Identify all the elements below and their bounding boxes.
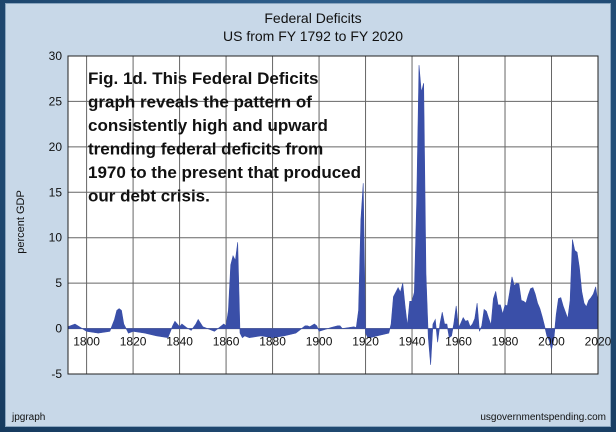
y-tick-label: 0: [55, 322, 62, 336]
x-tick-label: 1860: [213, 335, 240, 349]
y-tick-label: 25: [49, 94, 63, 108]
deficit-chart: Federal Deficits US from FY 1792 to FY 2…: [11, 10, 612, 423]
x-tick-label: 1940: [399, 335, 426, 349]
x-tick-label: 1820: [120, 335, 147, 349]
x-tick-label: 1880: [259, 335, 286, 349]
x-tick-label: 1900: [306, 335, 333, 349]
annotation-line: consistently high and upward: [88, 116, 328, 135]
annotation-line: Fig. 1d. This Federal Deficits: [88, 69, 319, 88]
y-tick-label: 5: [55, 276, 62, 290]
y-tick-label: 30: [49, 49, 63, 63]
y-tick-label: 15: [49, 185, 63, 199]
annotation-line: our debt crisis.: [88, 187, 210, 206]
x-tick-label: 1840: [166, 335, 193, 349]
axes: -5 0 5 10 15 20 25 30 1800 1820 1840 1860 1880 1900 19…: [49, 49, 612, 381]
data-area-layer: [67, 65, 599, 365]
y-axis-label: percent GDP: [15, 190, 27, 254]
x-tick-label: 1800: [73, 335, 100, 349]
y-tick-label: 10: [49, 231, 63, 245]
annotation-line: trending federal deficits from: [88, 140, 323, 159]
plot-border: [67, 55, 599, 375]
y-tick-label: -5: [51, 367, 62, 381]
chart-subtitle: US from FY 1792 to FY 2020: [223, 28, 403, 44]
deficit-area: [67, 65, 599, 365]
x-tick-label: 1920: [352, 335, 379, 349]
y-tick-label: 20: [49, 140, 63, 154]
annotation-line: 1970 to the present that produced: [88, 163, 361, 182]
annotation-text: Fig. 1d. This Federal Deficits graph reve…: [88, 69, 361, 206]
chart-title: Federal Deficits: [264, 10, 361, 26]
chart-frame: Federal Deficits US from FY 1792 to FY 2…: [5, 3, 612, 427]
x-tick-label: 2000: [538, 335, 565, 349]
x-tick-label: 1960: [445, 335, 472, 349]
x-tick-label: 1980: [492, 335, 519, 349]
footer-right: usgovernmentspending.com: [480, 412, 606, 423]
annotation-line: graph reveals the pattern of: [88, 93, 312, 112]
footer-left: jpgraph: [11, 412, 45, 423]
